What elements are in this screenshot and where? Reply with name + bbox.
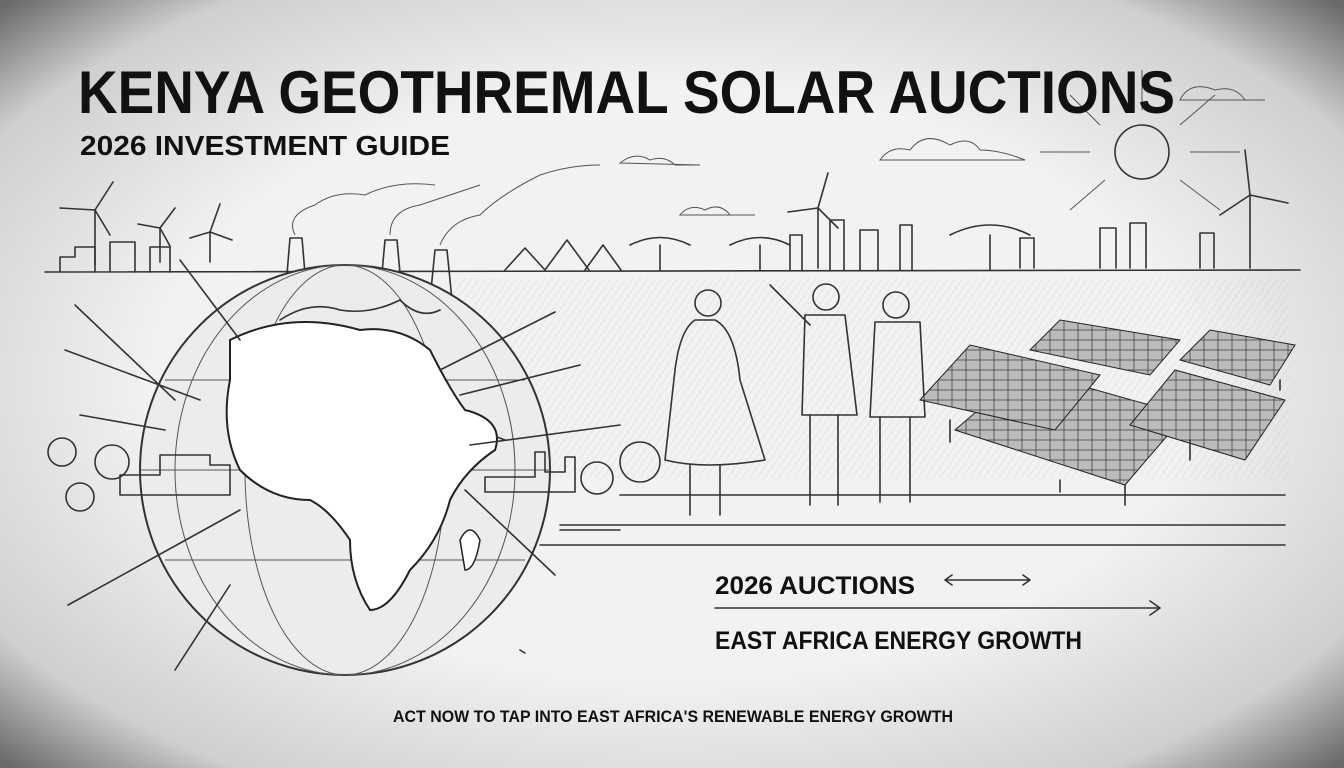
globe	[139, 264, 551, 676]
people	[664, 283, 926, 516]
subtitle: 2026 INVESTMENT GUIDE	[80, 130, 450, 161]
arrows	[64, 259, 621, 671]
tagline: ACT NOW TO TAP INTO EAST AFRICA'S RENEWA…	[393, 707, 953, 726]
title: KENYA GEOTHREMAL SOLAR AUCTIONS	[78, 59, 1175, 126]
double-arrow	[944, 574, 1031, 586]
callout: 2026 AUCTIONS	[715, 572, 915, 600]
callout: EAST AFRICA ENERGY GROWTH	[715, 627, 1082, 655]
skyline	[44, 219, 1301, 273]
wind-turbines	[59, 149, 1289, 269]
water	[450, 278, 1290, 478]
walkway	[539, 494, 1286, 546]
growth-arrow	[714, 600, 1161, 616]
smoke-stacks	[167, 164, 601, 496]
clouds	[618, 86, 1265, 216]
solar-panels	[919, 319, 1296, 506]
factories	[47, 437, 661, 512]
sun	[1040, 70, 1240, 211]
